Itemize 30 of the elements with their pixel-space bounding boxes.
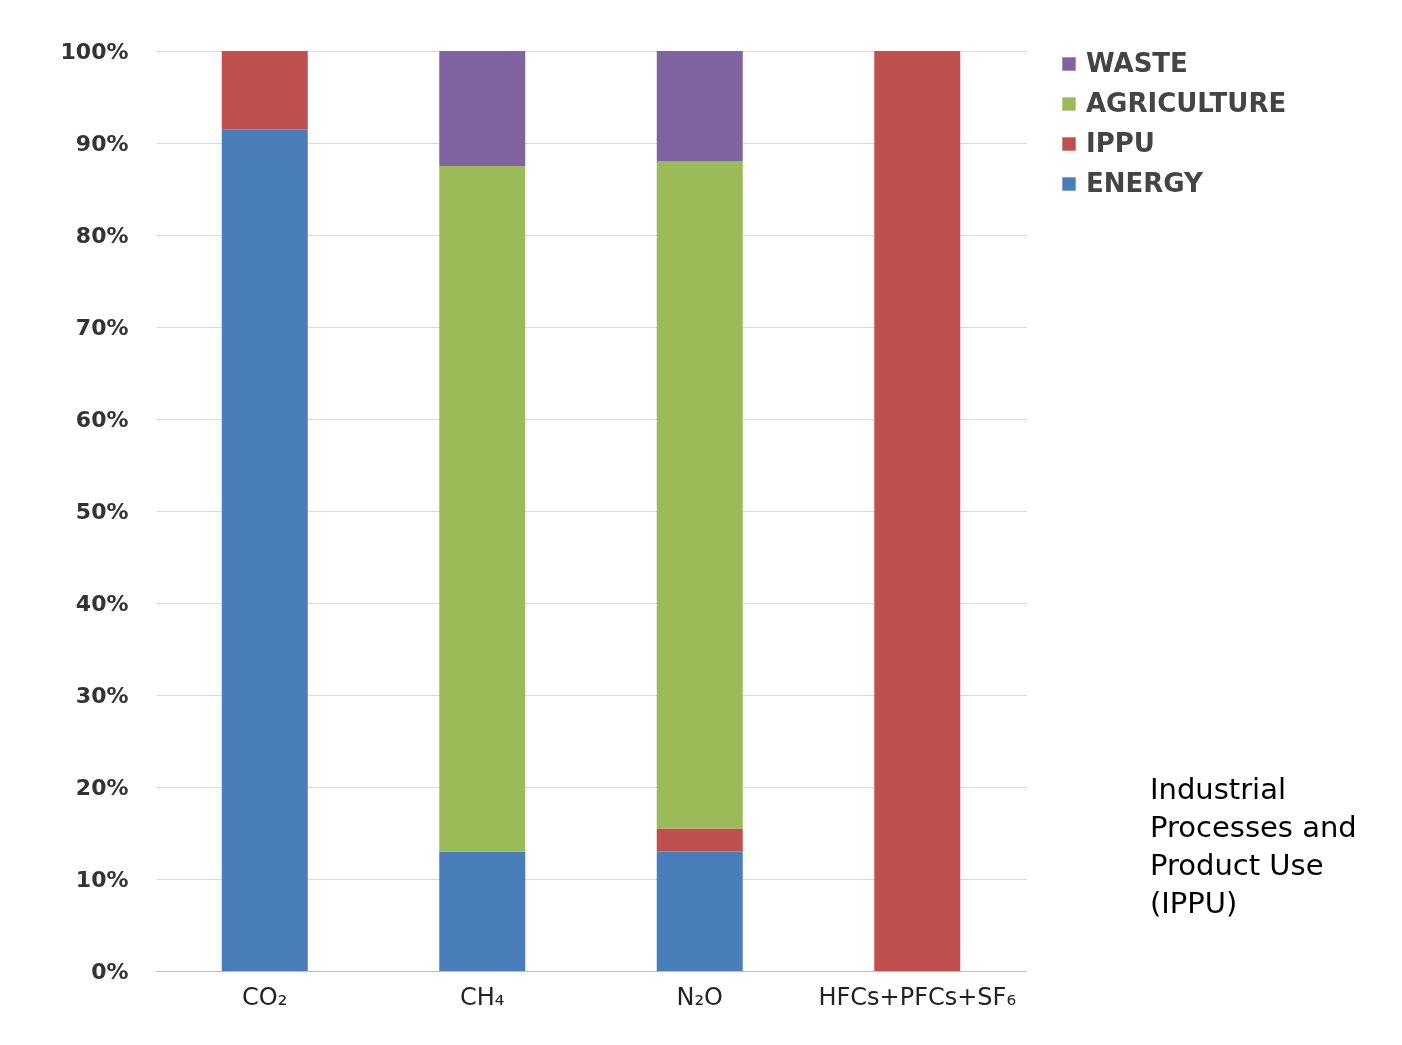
y-tick-label: 30% xyxy=(75,682,129,708)
legend-label: IPPU xyxy=(1086,128,1155,158)
legend-label: ENERGY xyxy=(1086,168,1205,198)
text: Industrial Processes and Product Use (IPPU) xyxy=(1150,771,1358,922)
y-tick-label: 90% xyxy=(75,130,129,156)
legend-label: AGRICULTURE xyxy=(1086,88,1287,118)
bar xyxy=(656,51,743,162)
y-tick-label: 70% xyxy=(75,314,129,340)
y-tick-label: 0% xyxy=(91,958,129,984)
bar xyxy=(439,51,526,166)
x-tick-label: HFCs+PFCs+SF₆ xyxy=(818,982,1017,1011)
x-tick-label: CH₄ xyxy=(460,982,505,1011)
bar xyxy=(656,828,743,852)
bar xyxy=(656,161,743,829)
bar xyxy=(221,51,308,130)
y-tick-label: 40% xyxy=(75,590,129,616)
y-tick-label: 10% xyxy=(75,866,129,892)
bar xyxy=(439,166,526,852)
y-tick-label: 20% xyxy=(75,774,129,800)
x-tick-label: CO₂ xyxy=(242,982,288,1011)
bar xyxy=(874,51,961,971)
bar xyxy=(439,851,526,971)
y-tick-label: 50% xyxy=(75,498,129,524)
bar xyxy=(221,129,308,971)
x-tick-label: N₂O xyxy=(676,982,723,1011)
y-tick-label: 80% xyxy=(75,222,129,248)
bar xyxy=(656,851,743,971)
y-tick-label: 100% xyxy=(60,38,129,64)
legend-label: WASTE xyxy=(1086,48,1188,78)
y-tick-label: 60% xyxy=(75,406,129,432)
